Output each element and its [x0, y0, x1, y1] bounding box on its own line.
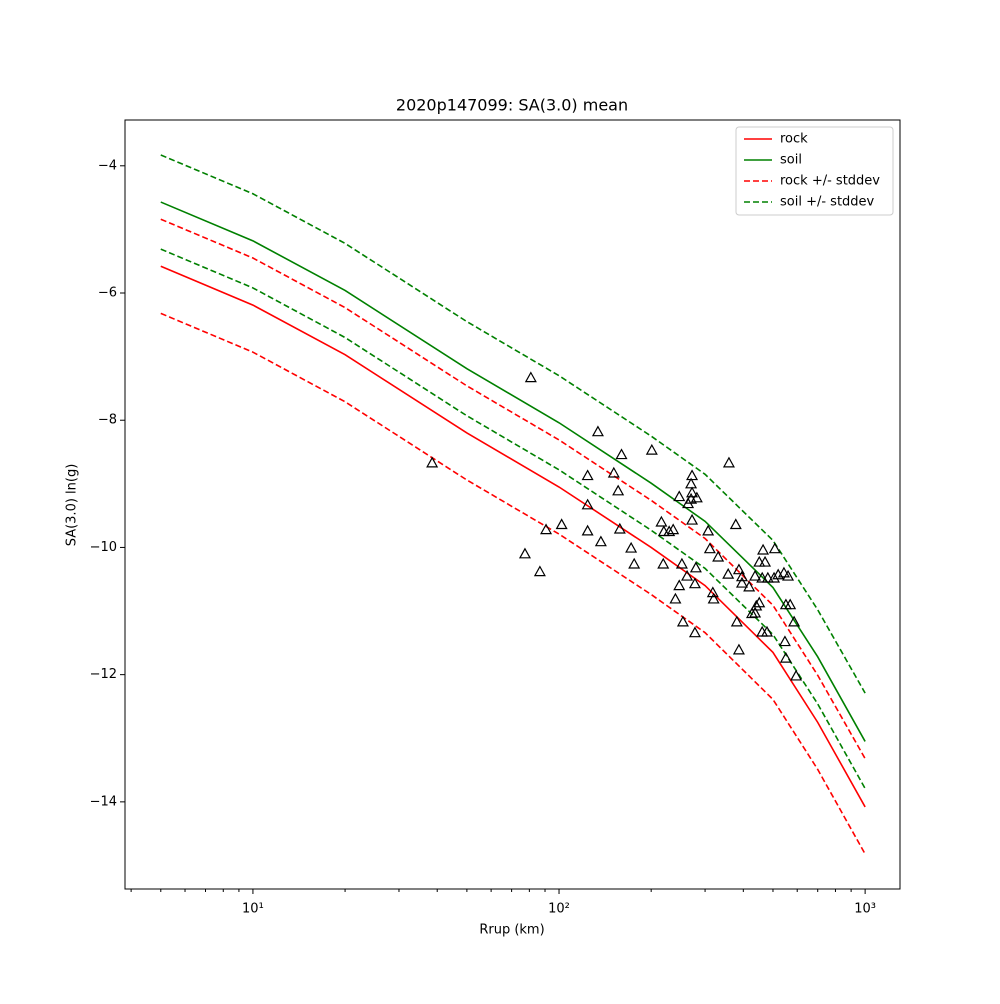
observation-marker: [681, 569, 694, 581]
observation-marker: [759, 555, 772, 567]
observation-marker: [686, 513, 699, 525]
observation-marker: [555, 518, 568, 530]
observation-marker: [768, 542, 781, 554]
observation-marker: [729, 518, 742, 530]
line: [160, 201, 866, 742]
observation-marker: [673, 579, 686, 591]
observation-marker: [655, 515, 668, 527]
observation-marker: [581, 498, 594, 510]
x-axis-label: Rrup (km): [479, 923, 544, 938]
observation-marker: [594, 535, 607, 547]
y-tick-label: −12: [90, 667, 117, 682]
observation-marker: [518, 547, 531, 559]
legend-label: rock +/- stddev: [780, 174, 880, 189]
observation-marker: [591, 425, 604, 437]
observation-marker: [685, 477, 698, 489]
observation-marker: [757, 543, 770, 555]
observation-marker: [645, 443, 658, 455]
observation-marker: [722, 567, 735, 579]
observation-marker: [707, 592, 720, 604]
observation-marker: [743, 580, 756, 592]
observation-marker: [612, 484, 625, 496]
observation-marker: [753, 596, 766, 608]
observation-marker: [613, 522, 626, 534]
y-tick-label: −8: [98, 413, 117, 428]
y-axis-label: SA(3.0) ln(g): [65, 464, 80, 547]
observation-marker: [761, 571, 774, 583]
plot-frame: [124, 119, 901, 890]
y-tick-label: −14: [90, 794, 117, 809]
chart-title: 2020p147099: SA(3.0) mean: [396, 96, 628, 115]
x-tick-label: 10²: [548, 902, 570, 917]
observation-marker: [784, 598, 797, 610]
observation-marker: [749, 606, 762, 618]
y-tick-label: −10: [90, 540, 117, 555]
observation-marker: [426, 456, 439, 468]
observation-marker: [779, 651, 792, 663]
observation-marker: [777, 566, 790, 578]
legend-label: soil: [780, 153, 802, 168]
observation-marker: [673, 490, 686, 502]
x-tick-label: 10³: [854, 902, 876, 917]
observation-marker: [676, 615, 689, 627]
observation-marker: [745, 607, 759, 619]
observation-marker: [625, 541, 638, 553]
observation-marker: [749, 569, 762, 581]
observation-marker: [735, 576, 748, 588]
observation-marker: [702, 524, 715, 536]
legend-box: [735, 126, 894, 216]
observation-marker: [686, 469, 699, 481]
observation-marker: [581, 524, 594, 536]
observation-marker: [712, 550, 725, 562]
observation-marker: [615, 448, 628, 460]
observation-marker: [688, 626, 701, 638]
line: [160, 218, 866, 760]
observation-marker: [688, 577, 701, 589]
observation-marker: [689, 561, 702, 573]
observation-marker: [753, 555, 766, 567]
observation-marker: [735, 570, 748, 582]
observation-marker: [667, 523, 680, 535]
line: [160, 312, 866, 855]
observation-marker: [732, 643, 745, 655]
observation-marker: [524, 371, 537, 383]
line: [160, 154, 866, 694]
observation-marker: [663, 525, 676, 537]
line: [160, 265, 866, 808]
observation-marker: [533, 565, 546, 577]
y-tick-label: −6: [98, 286, 117, 301]
observation-marker: [732, 563, 745, 575]
observation-marker: [703, 542, 716, 554]
observation-marker: [778, 635, 791, 647]
observation-marker: [722, 456, 735, 468]
observation-marker: [628, 557, 641, 569]
observation-marker: [581, 469, 594, 481]
observation-marker: [790, 669, 803, 681]
observation-marker: [669, 592, 682, 604]
observation-marker: [750, 599, 763, 611]
observation-marker: [607, 466, 620, 478]
x-tick-label: 10¹: [242, 902, 264, 917]
observation-marker: [690, 491, 703, 503]
observation-marker: [675, 557, 688, 569]
observation-marker: [730, 615, 743, 627]
legend-label: soil +/- stddev: [780, 195, 875, 210]
legend-label: rock: [780, 132, 808, 147]
y-tick-label: −4: [98, 158, 117, 173]
observation-marker: [540, 523, 553, 535]
observation-marker: [768, 571, 781, 583]
observation-marker: [657, 557, 670, 569]
observation-marker: [782, 569, 795, 581]
observation-marker: [760, 625, 774, 637]
observation-marker: [686, 486, 699, 498]
observation-marker: [788, 615, 801, 627]
line: [160, 248, 866, 789]
